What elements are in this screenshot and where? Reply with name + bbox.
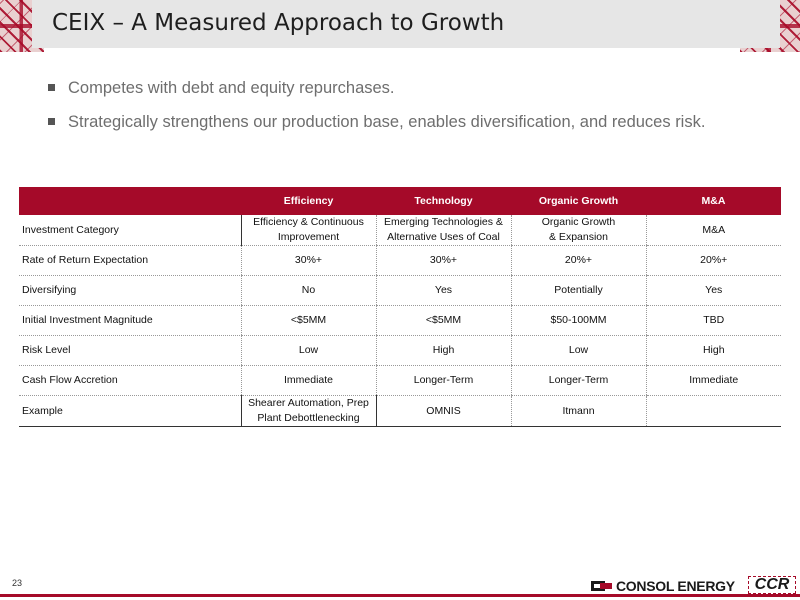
table-cell: Immediate [645,365,781,396]
square-bullet-icon [48,118,55,125]
footer-rule [0,594,800,597]
table-cell: OMNIS [375,395,511,427]
logo-company-name: CONSOL ENERGY [616,578,735,594]
bullet-item: Strategically strengthens our production… [48,111,705,133]
table-cell [645,395,781,427]
table-cell: <$5MM [240,305,376,336]
bullet-text: Competes with debt and equity repurchase… [68,79,395,97]
table-cell: Yes [645,275,781,306]
table-header-row: Efficiency Technology Organic Growth M&A [19,187,781,215]
row-label: Initial Investment Magnitude [19,305,241,336]
row-label: Rate of Return Expectation [19,245,241,276]
table-row: Initial Investment Magnitude <$5MM <$5MM… [19,305,781,336]
table-cell: Longer-Term [375,365,511,396]
bullet-text: Strategically strengthens our production… [68,113,706,131]
table-row: Diversifying No Yes Potentially Yes [19,275,781,306]
table-cell: M&A [645,215,781,246]
table-cell: Low [510,335,646,366]
consol-logo-icon [591,579,613,593]
row-label: Example [19,395,241,427]
table-cell: <$5MM [375,305,511,336]
table-cell: Yes [375,275,511,306]
table-cell: Longer-Term [510,365,646,396]
bullet-list: Competes with debt and equity repurchase… [48,77,705,145]
table-cell: High [375,335,511,366]
table-cell: Immediate [240,365,376,396]
header-empty [19,187,241,215]
table-cell: TBD [645,305,781,336]
title-bar: CEIX – A Measured Approach to Growth [32,0,780,48]
table-cell: No [240,275,376,306]
table-cell: 20%+ [510,245,646,276]
header-efficiency: Efficiency [241,187,376,215]
slide-title: CEIX – A Measured Approach to Growth [52,10,505,36]
table-cell: Potentially [510,275,646,306]
row-label: Investment Category [19,215,241,246]
investment-table: Efficiency Technology Organic Growth M&A… [19,187,781,427]
table-row: Rate of Return Expectation 30%+ 30%+ 20%… [19,245,781,276]
header-organic-growth: Organic Growth [511,187,646,215]
table-cell: Efficiency & Continuous Improvement [240,215,376,246]
table-cell: $50-100MM [510,305,646,336]
bullet-item: Competes with debt and equity repurchase… [48,77,705,99]
consol-energy-logo: CONSOL ENERGY [591,578,735,594]
ccr-logo: CCR [748,576,796,594]
table-row: Investment Category Efficiency & Continu… [19,215,781,246]
table-row: Risk Level Low High Low High [19,335,781,366]
header-ma: M&A [646,187,781,215]
table-row: Example Shearer Automation, Prep Plant De… [19,395,781,427]
header-technology: Technology [376,187,511,215]
table-cell: Emerging Technologies & Alternative Uses … [375,215,511,246]
page-number: 23 [12,578,23,588]
square-bullet-icon [48,84,55,91]
table-cell: Low [240,335,376,366]
table-cell: 20%+ [645,245,781,276]
table-cell: High [645,335,781,366]
table-cell: 30%+ [375,245,511,276]
row-label: Diversifying [19,275,241,306]
table-cell: Organic Growth & Expansion [510,215,646,246]
table-cell: 30%+ [240,245,376,276]
table-row: Cash Flow Accretion Immediate Longer-Ter… [19,365,781,396]
row-label: Cash Flow Accretion [19,365,241,396]
table-cell: Shearer Automation, Prep Plant Debottlene… [240,395,376,427]
table-cell: Itmann [510,395,646,427]
row-label: Risk Level [19,335,241,366]
